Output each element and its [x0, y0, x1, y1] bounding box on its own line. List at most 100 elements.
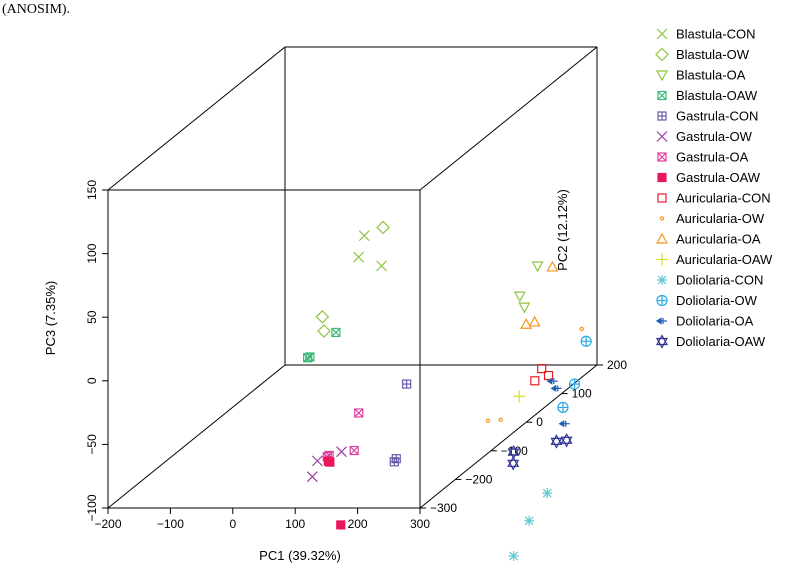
y-tick-label: 200: [607, 358, 627, 372]
data-point: [524, 515, 535, 526]
x-tick-label: −200: [94, 517, 121, 531]
legend-marker: [655, 232, 669, 244]
legend-marker: [655, 70, 669, 82]
chart-box-back-edges: [107, 47, 597, 509]
data-point: [580, 335, 592, 347]
data-point: [557, 401, 569, 414]
data-point: [311, 455, 323, 467]
legend-entry-label: Auricularia-CON: [676, 191, 771, 206]
data-point: [358, 230, 370, 242]
legend-entry-label: Auricularia-OA: [676, 232, 761, 247]
data-point: [513, 390, 526, 403]
legend-entry-label: Blastula-OAW: [676, 88, 758, 103]
legend-entry-label: Auricularia-OW: [676, 211, 765, 226]
data-point: [485, 418, 491, 424]
z-tick-label: −50: [85, 434, 99, 455]
y-tick-label: −200: [465, 472, 492, 486]
z-axis-label: PC3 (7.35%): [43, 281, 58, 355]
y-axis-label: PC2 (12.12%): [555, 189, 570, 271]
y-tick-label: 0: [536, 415, 543, 429]
data-point: [518, 302, 531, 314]
legend-marker: [657, 90, 667, 101]
legend-entry-label: Gastrula-OAW: [676, 170, 761, 185]
z-tick-label: 0: [85, 377, 99, 384]
legend-entry-label: Auricularia-OAW: [676, 252, 773, 267]
legend-marker: [656, 253, 668, 266]
legend: Blastula-CON Blastula-OW Blastula-OA Blastu…: [655, 27, 773, 349]
data-point: [331, 327, 341, 338]
data-point: [325, 457, 335, 467]
data-point: [507, 444, 520, 460]
legend-marker: [656, 131, 668, 142]
data-point: [349, 445, 359, 456]
data-point: [530, 376, 540, 386]
data-point: [391, 454, 401, 464]
data-point: [498, 417, 503, 422]
data-point: [568, 378, 581, 390]
legend-marker: [655, 47, 669, 62]
data-point: [507, 456, 520, 471]
legend-entry-label: Doliolaria-OW: [676, 293, 758, 308]
data-point: [528, 315, 541, 327]
data-point: [508, 551, 519, 562]
data-point: [537, 363, 547, 374]
legend-entry-label: Blastula-OW: [676, 47, 750, 62]
box-edge-bottom-left: [107, 364, 286, 509]
x-axis-label: PC1 (39.32%): [259, 548, 341, 563]
z-tick-label: 150: [85, 180, 99, 200]
data-point: [306, 471, 318, 483]
data-point: [402, 379, 412, 389]
data-point: [550, 434, 563, 449]
y-tick-label: −100: [501, 444, 528, 458]
legend-marker: [656, 294, 668, 307]
caption-text: (ANOSIM).: [2, 2, 71, 17]
data-point: [305, 352, 315, 362]
box-edge-top-right: [419, 46, 598, 191]
y-tick-label: −300: [430, 501, 457, 515]
legend-marker: [657, 193, 667, 203]
data-point: [315, 309, 330, 324]
z-tick-label: −100: [85, 494, 99, 521]
data-point: [520, 317, 533, 329]
x-tick-label: −100: [157, 517, 184, 531]
x-tick-label: 300: [410, 517, 430, 531]
data-point: [317, 324, 331, 338]
data-point: [354, 408, 364, 418]
data-point: [336, 446, 347, 458]
legend-marker: [656, 28, 668, 40]
legend-entry-label: Gastrula-CON: [676, 109, 758, 124]
z-tick-label: 50: [85, 310, 99, 324]
x-tick-label: 100: [285, 517, 305, 531]
x-tick-label: 200: [348, 517, 368, 531]
data-point: [531, 261, 544, 273]
legend-marker: [655, 334, 669, 349]
data-point: [513, 291, 526, 303]
data-point: [546, 260, 559, 272]
data-point: [558, 420, 570, 428]
legend-entry-label: Gastrula-OW: [676, 129, 753, 144]
axis-ticks: −200 −100 0 100 200 300−100−50050100150−300−2…: [85, 180, 627, 531]
legend-marker: [657, 172, 667, 183]
data-point: [542, 488, 553, 499]
legend-entry-label: Doliolaria-OAW: [676, 334, 766, 349]
data-point: [376, 220, 390, 235]
legend-marker: [659, 216, 665, 221]
data-point: [550, 384, 562, 392]
legend-marker: [657, 111, 667, 121]
legend-marker: [655, 317, 667, 325]
box-edge-top-left: [107, 46, 286, 191]
legend-marker: [657, 152, 667, 162]
data-point: [336, 520, 346, 530]
data-point: [546, 377, 558, 385]
legend-entry-label: Gastrula-OA: [676, 150, 749, 165]
data-points: [302, 220, 592, 562]
legend-entry-label: Doliolaria-OA: [676, 314, 754, 329]
legend-entry-label: Blastula-CON: [676, 27, 755, 42]
chart-box-front-edges: [107, 46, 598, 509]
data-point: [353, 251, 365, 263]
data-point: [543, 370, 554, 381]
box-edge-bottom-right: [419, 364, 598, 509]
y-tick-label: 100: [572, 387, 592, 401]
data-point: [579, 326, 584, 332]
